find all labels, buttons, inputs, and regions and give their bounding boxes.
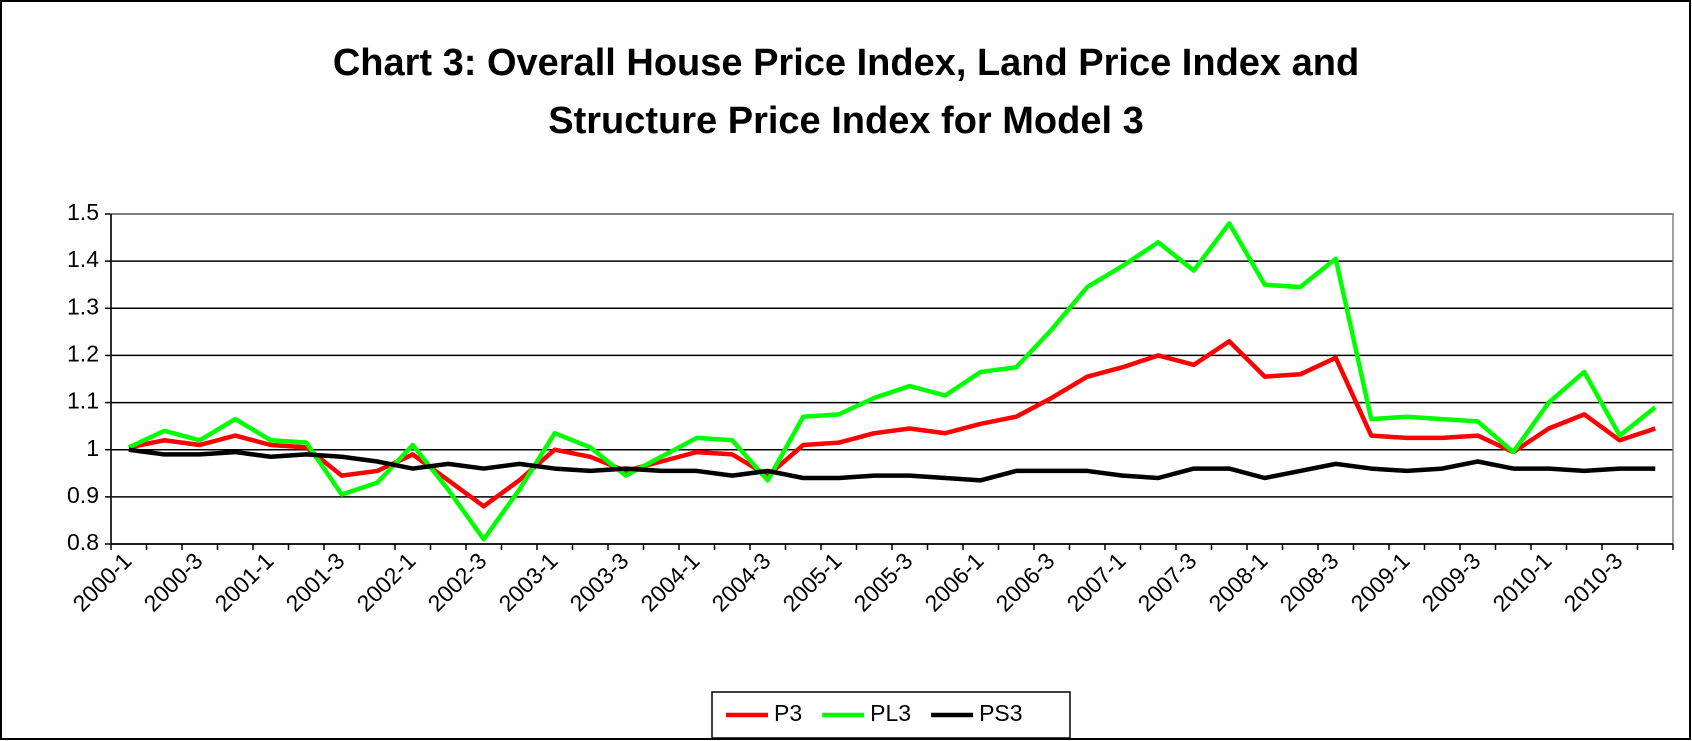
y-tick-label: 1.4 bbox=[67, 246, 99, 272]
y-tick-label: 1.2 bbox=[67, 341, 99, 367]
y-tick-label: 1.5 bbox=[67, 199, 99, 225]
legend-label: PL3 bbox=[870, 700, 911, 726]
y-tick-label: 1.1 bbox=[67, 388, 99, 414]
legend-label: PS3 bbox=[979, 700, 1022, 726]
y-tick-label: 1 bbox=[86, 435, 99, 461]
y-tick-label: 1.3 bbox=[67, 293, 99, 319]
chart-title: Chart 3: Overall House Price Index, Land… bbox=[332, 42, 1360, 142]
legend-label: P3 bbox=[774, 700, 802, 726]
legend: P3 PL3 PS3 bbox=[711, 691, 1071, 739]
y-tick-label: 0.9 bbox=[67, 482, 99, 508]
legend-box bbox=[711, 691, 1071, 739]
y-tick-label: 0.8 bbox=[67, 529, 99, 555]
series-line bbox=[127, 221, 1657, 542]
series-line bbox=[128, 447, 1656, 483]
series-line bbox=[128, 339, 1656, 509]
